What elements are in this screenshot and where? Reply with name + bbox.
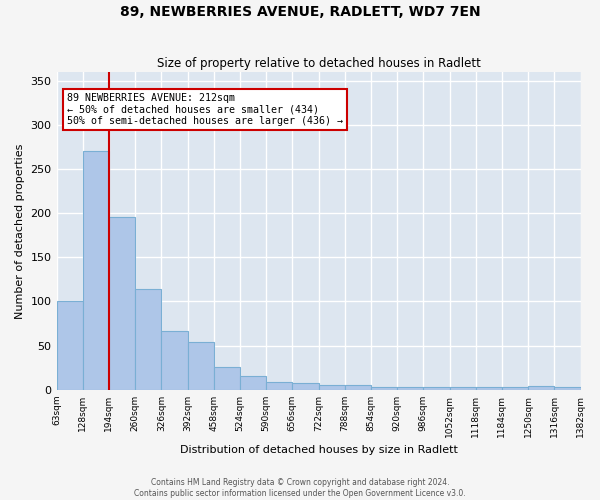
Bar xyxy=(476,387,502,390)
Bar xyxy=(292,382,319,390)
Bar xyxy=(214,366,240,390)
Bar xyxy=(109,217,135,390)
Title: Size of property relative to detached houses in Radlett: Size of property relative to detached ho… xyxy=(157,56,481,70)
Bar xyxy=(345,386,371,390)
Bar xyxy=(135,289,161,390)
Bar xyxy=(161,330,188,390)
Bar xyxy=(554,387,581,390)
Bar xyxy=(502,387,528,390)
Bar xyxy=(528,386,554,390)
Bar xyxy=(371,387,397,390)
Text: 89 NEWBERRIES AVENUE: 212sqm
← 50% of detached houses are smaller (434)
50% of s: 89 NEWBERRIES AVENUE: 212sqm ← 50% of de… xyxy=(67,92,343,126)
Bar xyxy=(240,376,266,390)
Text: Contains HM Land Registry data © Crown copyright and database right 2024.
Contai: Contains HM Land Registry data © Crown c… xyxy=(134,478,466,498)
Text: 89, NEWBERRIES AVENUE, RADLETT, WD7 7EN: 89, NEWBERRIES AVENUE, RADLETT, WD7 7EN xyxy=(119,5,481,19)
Bar xyxy=(188,342,214,390)
Y-axis label: Number of detached properties: Number of detached properties xyxy=(15,143,25,318)
Bar xyxy=(319,386,345,390)
Bar xyxy=(424,387,449,390)
Bar xyxy=(449,387,476,390)
X-axis label: Distribution of detached houses by size in Radlett: Distribution of detached houses by size … xyxy=(179,445,457,455)
Bar xyxy=(83,150,109,390)
Bar xyxy=(397,387,424,390)
Bar xyxy=(266,382,292,390)
Bar xyxy=(56,302,83,390)
